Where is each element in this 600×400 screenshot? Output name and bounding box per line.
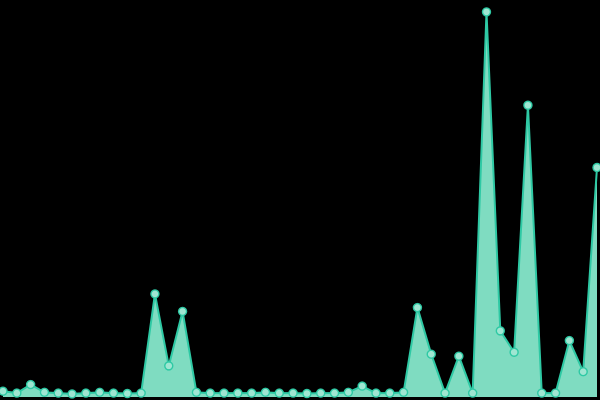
data-point-marker xyxy=(385,388,395,398)
data-point-marker xyxy=(550,388,561,398)
data-point-marker xyxy=(39,387,50,398)
data-point-marker xyxy=(177,306,188,317)
data-point-marker xyxy=(246,388,257,398)
data-point-marker xyxy=(357,381,367,391)
data-point-marker xyxy=(302,388,312,399)
data-point-marker xyxy=(150,289,160,299)
data-point-marker xyxy=(426,349,436,359)
data-point-marker xyxy=(164,361,174,371)
data-point-marker xyxy=(371,388,381,398)
data-point-marker xyxy=(578,367,588,377)
data-point-marker xyxy=(495,326,505,336)
data-point-marker xyxy=(205,388,215,398)
data-point-marker xyxy=(94,387,105,398)
data-point-marker xyxy=(0,386,8,396)
data-point-marker xyxy=(260,387,271,398)
data-point-marker xyxy=(509,347,519,357)
data-point-marker xyxy=(219,388,229,398)
series-area-fill xyxy=(3,11,597,397)
data-point-marker xyxy=(454,351,464,361)
data-point-marker xyxy=(440,388,450,398)
data-point-marker xyxy=(343,387,354,398)
data-point-marker xyxy=(467,388,478,398)
data-point-marker xyxy=(412,302,423,313)
data-point-marker xyxy=(12,388,22,398)
data-point-marker xyxy=(537,388,547,398)
data-point-marker xyxy=(523,100,533,110)
data-point-marker xyxy=(329,388,340,398)
data-point-marker xyxy=(592,162,600,173)
data-point-marker xyxy=(274,388,284,398)
data-point-marker xyxy=(316,388,326,398)
data-point-marker xyxy=(81,388,91,398)
data-point-marker xyxy=(122,388,133,399)
data-point-marker xyxy=(136,388,146,398)
data-point-marker xyxy=(233,388,243,398)
series-markers xyxy=(0,7,600,399)
data-point-marker xyxy=(53,388,63,398)
data-point-marker xyxy=(288,388,298,398)
data-point-marker xyxy=(481,7,492,17)
data-point-marker xyxy=(191,387,202,398)
data-point-marker xyxy=(67,389,77,399)
data-point-marker xyxy=(108,388,119,398)
data-point-marker xyxy=(25,379,36,390)
data-point-marker xyxy=(564,335,575,346)
data-point-marker xyxy=(398,387,409,398)
